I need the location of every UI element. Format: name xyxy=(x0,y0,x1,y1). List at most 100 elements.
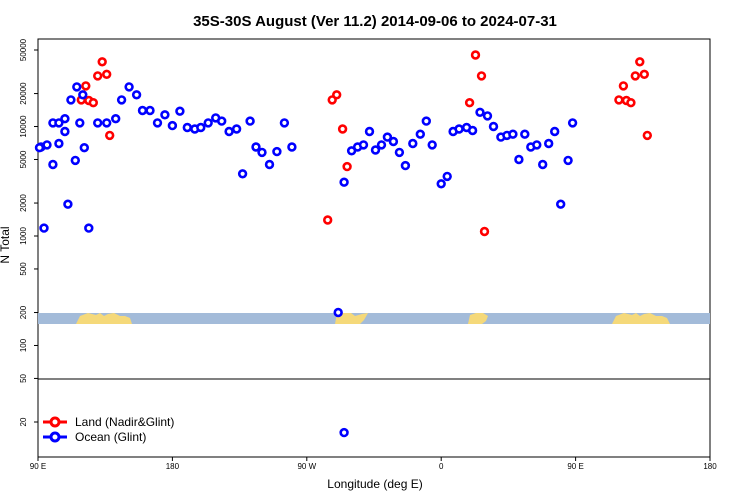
ocean-point xyxy=(454,124,464,134)
ocean-point xyxy=(388,136,399,147)
map-land-africa xyxy=(468,313,488,324)
plot-frame xyxy=(37,38,711,458)
chart-title: 35S-30S August (Ver 11.2) 2014-09-06 to … xyxy=(193,13,557,30)
ocean-point xyxy=(124,82,134,92)
ocean-point xyxy=(436,179,446,189)
x-tick-label: 90 E xyxy=(30,462,46,471)
ocean-point xyxy=(339,177,349,187)
ocean-point xyxy=(160,110,170,120)
y-tick-label: 5000 xyxy=(19,150,28,168)
map-land-australia-repeat xyxy=(612,313,670,324)
ocean-point xyxy=(475,107,485,118)
legend-land-label: Land (Nadir&Glint) xyxy=(75,415,174,429)
ocean-point xyxy=(442,171,452,182)
ocean-point xyxy=(508,129,518,139)
ocean-point xyxy=(84,223,94,233)
ocean-point xyxy=(75,118,85,128)
land-point xyxy=(470,50,481,60)
ocean-point xyxy=(54,118,64,128)
ocean-point xyxy=(467,125,478,136)
ocean-point xyxy=(257,147,267,158)
x-tick-label: 180 xyxy=(166,462,180,471)
ocean-point xyxy=(279,118,290,128)
ocean-point xyxy=(110,113,121,124)
ocean-point xyxy=(514,154,524,165)
ocean-point xyxy=(520,129,530,139)
x-tick-label: 90 W xyxy=(297,462,316,471)
y-axis-label: N Total xyxy=(0,226,12,263)
ocean-point xyxy=(54,138,64,149)
y-tick-label: 10000 xyxy=(19,115,28,138)
ocean-point xyxy=(567,118,578,128)
ocean-point xyxy=(408,138,418,149)
map-land-australia xyxy=(76,313,132,324)
x-tick-label: 0 xyxy=(439,462,444,471)
y-tick-label: 2000 xyxy=(19,194,28,212)
ocean-point xyxy=(101,118,112,128)
land-point xyxy=(618,81,629,91)
ocean-point xyxy=(48,159,58,170)
y-tick-label: 1000 xyxy=(19,227,28,245)
ocean-point xyxy=(415,129,425,139)
ocean-point xyxy=(196,122,206,133)
ocean-point xyxy=(60,113,70,124)
y-tick-label: 500 xyxy=(19,262,28,276)
ocean-point xyxy=(339,427,349,438)
land-point xyxy=(101,69,112,80)
ocean-point xyxy=(251,142,261,152)
ocean-point xyxy=(231,124,242,134)
land-point xyxy=(630,71,640,81)
land-point xyxy=(81,81,91,91)
ocean-point xyxy=(400,160,411,171)
land-point xyxy=(635,57,645,67)
ocean-point xyxy=(78,90,88,100)
y-tick-label: 50000 xyxy=(19,38,28,61)
ocean-point xyxy=(92,118,103,128)
ocean-point xyxy=(394,147,405,158)
land-point xyxy=(323,215,333,225)
land-point xyxy=(642,130,652,141)
ocean-point xyxy=(543,138,554,149)
legend-ocean-marker xyxy=(49,431,61,443)
ocean-point xyxy=(563,155,573,166)
land-point xyxy=(626,97,636,108)
ocean-point xyxy=(549,126,560,137)
land-point xyxy=(342,161,352,172)
ocean-point xyxy=(70,155,81,166)
ocean-point xyxy=(272,146,282,157)
ocean-point xyxy=(421,116,431,126)
ocean-point xyxy=(358,140,369,150)
land-point xyxy=(332,90,342,100)
ocean-point xyxy=(145,105,155,116)
ocean-point xyxy=(66,95,76,105)
land-point xyxy=(97,57,107,67)
ocean-point xyxy=(555,199,566,209)
ocean-point xyxy=(116,95,127,105)
ocean-point xyxy=(39,223,49,233)
map-strip xyxy=(38,313,710,324)
ocean-point xyxy=(532,140,542,150)
legend-land-marker xyxy=(49,416,61,428)
ocean-point xyxy=(60,126,70,137)
land-point xyxy=(337,124,348,134)
ocean-point xyxy=(264,159,275,170)
x-axis-label: Longitude (deg E) xyxy=(327,477,422,491)
ocean-point xyxy=(152,118,163,128)
data-points xyxy=(34,50,652,438)
ocean-point xyxy=(376,140,387,150)
land-point xyxy=(479,226,490,237)
y-tick-label: 20 xyxy=(19,417,28,426)
ocean-point xyxy=(79,143,90,153)
x-tick-label: 180 xyxy=(703,462,717,471)
ocean-point xyxy=(333,307,343,318)
ocean-point xyxy=(34,143,45,153)
x-axis: 90 E 180 90 W 0 90 E 180 xyxy=(30,457,717,471)
ocean-point xyxy=(245,116,255,126)
ocean-point xyxy=(370,145,381,155)
ocean-point xyxy=(182,122,193,133)
ocean-point xyxy=(382,132,393,142)
ocean-point xyxy=(203,118,213,128)
legend: Land (Nadir&Glint) Ocean (Glint) xyxy=(43,415,174,444)
ocean-point xyxy=(237,169,248,179)
ocean-point xyxy=(72,82,82,92)
